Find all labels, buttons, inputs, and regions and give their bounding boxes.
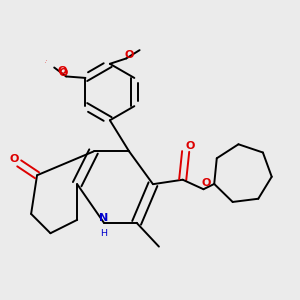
Text: O: O: [124, 50, 134, 61]
Text: O: O: [58, 68, 68, 79]
Text: O: O: [46, 60, 47, 61]
Text: O: O: [185, 141, 195, 151]
Text: O: O: [45, 62, 46, 63]
Text: H: H: [100, 229, 107, 238]
Text: O: O: [9, 154, 19, 164]
Text: N: N: [99, 213, 109, 224]
Text: O: O: [201, 178, 211, 188]
Text: O: O: [58, 66, 67, 76]
